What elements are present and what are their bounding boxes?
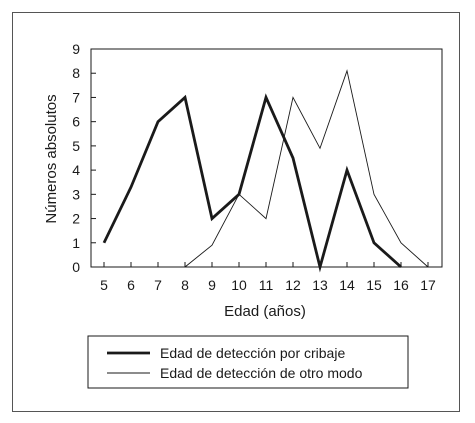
- legend: Edad de detección por cribaje Edad de de…: [87, 335, 409, 389]
- legend-label-other: Edad de detección de otro modo: [160, 365, 363, 381]
- x-tick-label: 5: [100, 277, 108, 293]
- y-tick-label: 6: [72, 114, 80, 130]
- x-tick-label: 7: [154, 277, 162, 293]
- y-tick-label: 5: [72, 138, 80, 154]
- x-tick-label: 17: [420, 277, 436, 293]
- y-tick-label: 1: [72, 235, 80, 251]
- x-tick-label: 10: [231, 277, 247, 293]
- x-axis-title: Edad (años): [224, 303, 306, 320]
- y-tick-label: 2: [72, 211, 80, 227]
- legend-label-screening: Edad de detección por cribaje: [160, 345, 345, 361]
- x-tick-label: 12: [285, 277, 301, 293]
- y-tick-label: 7: [72, 89, 80, 105]
- x-tick-label: 9: [208, 277, 216, 293]
- y-tick-label: 0: [72, 259, 80, 275]
- x-tick-label: 6: [127, 277, 135, 293]
- y-axis-title: Números absolutos: [43, 94, 60, 223]
- y-tick-label: 3: [72, 186, 80, 202]
- series-line-other: [184, 69, 429, 268]
- figure-frame: [12, 12, 460, 412]
- x-tick-label: 14: [339, 277, 355, 293]
- y-tick-label: 8: [72, 65, 80, 81]
- legend-box: [87, 335, 409, 389]
- y-tick-label: 4: [72, 162, 80, 178]
- series-line-screening: [102, 93, 402, 273]
- x-tick-label: 8: [181, 277, 189, 293]
- x-tick-label: 11: [259, 277, 274, 293]
- y-tick-label: 9: [72, 41, 80, 57]
- x-tick-label: 16: [393, 277, 409, 293]
- x-tick-label: 15: [366, 277, 382, 293]
- x-tick-label: 13: [312, 277, 328, 293]
